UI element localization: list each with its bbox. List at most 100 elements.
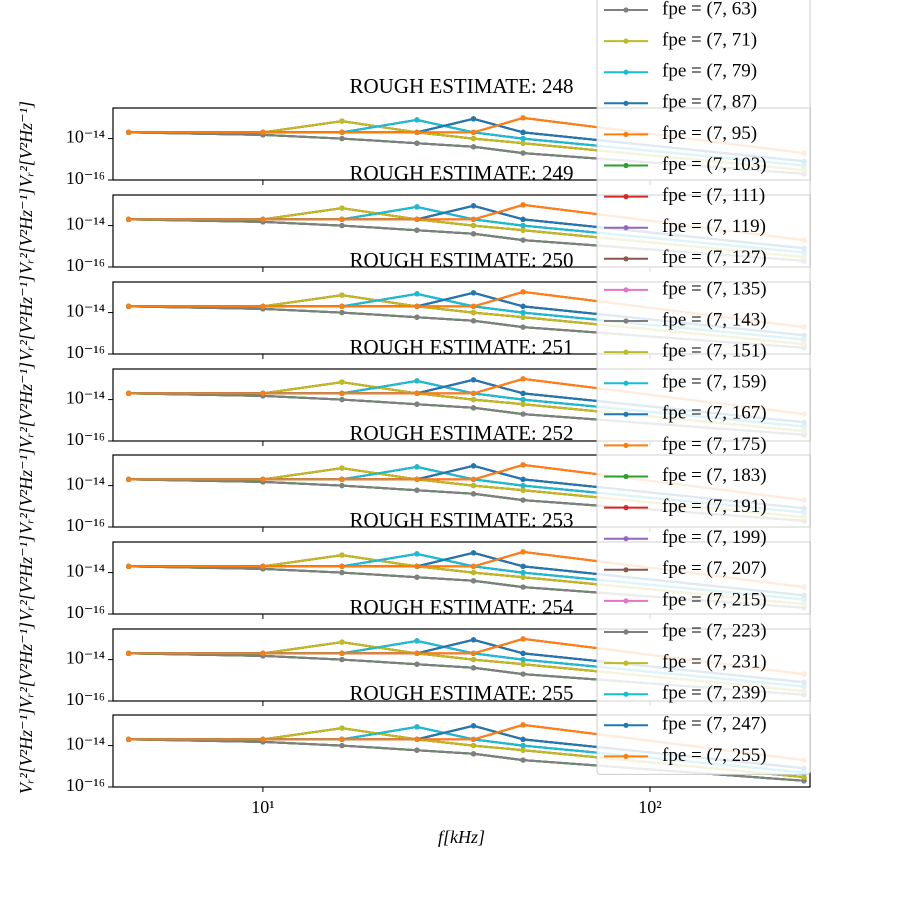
point	[520, 303, 526, 309]
point	[520, 757, 526, 763]
legend-label: fpe = (7, 231)	[662, 651, 767, 672]
point	[339, 216, 345, 222]
point	[414, 129, 420, 135]
point	[260, 476, 266, 482]
point	[470, 144, 477, 150]
legend-label: fpe = (7, 119)	[662, 216, 766, 237]
point	[470, 550, 477, 556]
legend-label: fpe = (7, 95)	[662, 123, 757, 144]
x-tick-label: 10²	[638, 797, 661, 817]
point	[801, 774, 807, 780]
legend-label: fpe = (7, 71)	[662, 29, 757, 50]
point	[470, 203, 477, 209]
legend-label: fpe = (7, 247)	[662, 714, 767, 735]
point	[470, 231, 477, 237]
point	[339, 292, 345, 298]
point	[414, 117, 420, 123]
point	[126, 303, 132, 309]
point	[260, 563, 266, 569]
point	[414, 227, 420, 233]
point	[470, 476, 477, 482]
point	[126, 390, 132, 396]
point	[339, 390, 345, 396]
point	[470, 318, 477, 324]
legend-marker	[623, 536, 629, 542]
plot-lines	[126, 115, 807, 177]
point	[520, 396, 526, 403]
point	[520, 140, 526, 146]
point	[470, 569, 477, 576]
point	[520, 135, 526, 142]
y-tick-label: 10⁻¹⁶	[66, 602, 105, 622]
y-tick-label: 10⁻¹⁴	[66, 388, 105, 408]
point	[414, 140, 420, 146]
point	[470, 656, 477, 663]
point	[414, 476, 420, 482]
point	[520, 289, 526, 295]
point	[520, 574, 526, 580]
y-tick-label: 10⁻¹⁴	[66, 474, 105, 494]
point	[414, 390, 420, 396]
point	[470, 216, 477, 222]
legend-marker	[623, 225, 629, 231]
point	[520, 150, 526, 156]
legend-marker	[623, 349, 629, 355]
y-tick-label: 10⁻¹⁶	[66, 689, 105, 709]
legend-marker	[623, 69, 629, 75]
point	[414, 464, 420, 470]
chart-title: ROUGH ESTIMATE: 254	[350, 595, 574, 619]
point	[801, 778, 807, 784]
point	[339, 396, 345, 403]
point	[520, 216, 526, 222]
legend-label: fpe = (7, 63)	[662, 0, 757, 19]
y-tick-label: 10⁻¹⁴	[66, 214, 105, 234]
legend-label: fpe = (7, 175)	[662, 434, 767, 455]
point	[339, 569, 345, 576]
chart-title: ROUGH ESTIMATE: 248	[350, 74, 574, 98]
point	[520, 476, 526, 482]
legend-label: fpe = (7, 199)	[662, 527, 767, 548]
point	[470, 491, 477, 497]
legend-label: fpe = (7, 111)	[662, 185, 765, 206]
legend-marker	[623, 287, 629, 293]
point	[339, 118, 345, 124]
point	[520, 376, 526, 382]
point	[126, 216, 132, 222]
point	[520, 736, 526, 742]
legend-marker	[623, 629, 629, 635]
point	[470, 463, 477, 469]
point	[126, 650, 132, 656]
point	[414, 563, 420, 569]
point	[520, 482, 526, 489]
y-axis-label: Vᵣ²[V²Hz⁻¹]	[16, 622, 36, 708]
point	[520, 390, 526, 396]
point	[520, 656, 526, 663]
legend-marker	[623, 442, 629, 448]
y-tick-label: 10⁻¹⁴	[66, 648, 105, 668]
point	[520, 636, 526, 642]
point	[126, 736, 132, 742]
legend-label: fpe = (7, 255)	[662, 745, 767, 766]
point	[414, 314, 420, 320]
point	[520, 584, 526, 590]
point	[339, 129, 345, 135]
point	[520, 671, 526, 677]
point	[520, 314, 526, 320]
point	[414, 487, 420, 493]
point	[470, 290, 477, 296]
point	[414, 747, 420, 753]
point	[520, 129, 526, 135]
point	[126, 129, 132, 135]
point	[520, 324, 526, 330]
point	[470, 303, 477, 309]
point	[414, 574, 420, 580]
legend-marker	[623, 722, 629, 728]
point	[414, 661, 420, 667]
point	[260, 216, 266, 222]
point	[339, 465, 345, 471]
legend-marker	[623, 660, 629, 666]
point	[520, 742, 526, 749]
point	[339, 725, 345, 731]
y-axis-label: Vᵣ²[V²Hz⁻¹]	[16, 275, 36, 361]
